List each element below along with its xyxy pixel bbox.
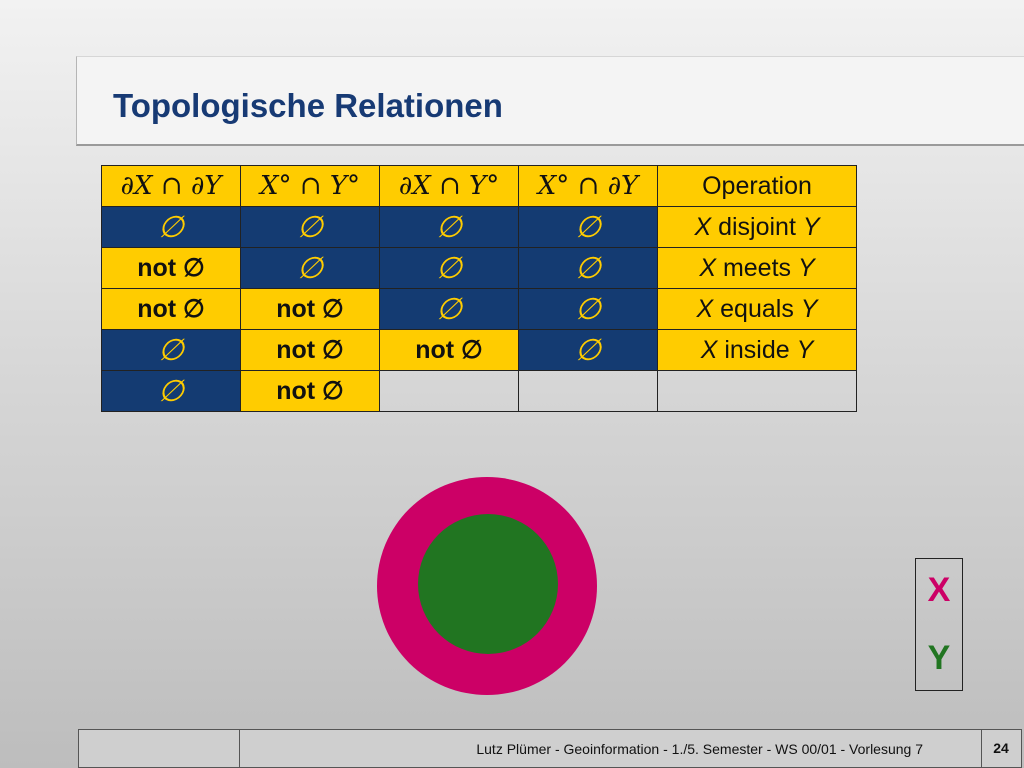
cell-empty: ∅ — [518, 206, 658, 248]
cell-empty: ∅ — [240, 247, 380, 289]
legend-y-label: Y — [927, 639, 951, 677]
operation-inside: X inside Y — [657, 329, 857, 371]
operation-meets: X meets Y — [657, 247, 857, 289]
header-operation: Operation — [657, 165, 857, 207]
title-box: Topologische Relationen — [76, 56, 1024, 146]
cell-empty: ∅ — [240, 206, 380, 248]
table-row: ∅ ∅ ∅ ∅ X disjoint Y — [101, 206, 857, 248]
cell-empty: ∅ — [101, 370, 241, 412]
cell-empty: ∅ — [101, 329, 241, 371]
table-row: not ∅ ∅ ∅ ∅ X meets Y — [101, 247, 857, 289]
table-row: not ∅ not ∅ ∅ ∅ X equals Y — [101, 288, 857, 330]
cell-empty: ∅ — [518, 329, 658, 371]
cell-empty: ∅ — [101, 206, 241, 248]
cell-blank — [379, 370, 519, 412]
header-boundary-interior: ∂X ∩ Y° — [379, 165, 519, 207]
cell-not-empty: not ∅ — [379, 329, 519, 371]
cell-not-empty: not ∅ — [240, 288, 380, 330]
header-boundary-boundary: ∂X ∩ ∂Y — [101, 165, 241, 207]
table-row: ∅ not ∅ not ∅ ∅ X inside Y — [101, 329, 857, 371]
cell-blank — [518, 370, 658, 412]
cell-not-empty: not ∅ — [101, 288, 241, 330]
footer-left-cell — [79, 730, 240, 767]
table-row: ∅ not ∅ — [101, 370, 857, 412]
page-title: Topologische Relationen — [113, 87, 503, 124]
header-interior-boundary: X° ∩ ∂Y — [518, 165, 658, 207]
legend: X Y — [915, 558, 963, 691]
cell-empty: ∅ — [379, 288, 519, 330]
cell-not-empty: not ∅ — [101, 247, 241, 289]
cell-empty: ∅ — [379, 206, 519, 248]
operation-equals: X equals Y — [657, 288, 857, 330]
cell-not-empty: not ∅ — [240, 370, 380, 412]
cell-empty: ∅ — [518, 247, 658, 289]
table-header-row: ∂X ∩ ∂Y X° ∩ Y° ∂X ∩ Y° X° ∩ ∂Y Operatio… — [101, 165, 857, 207]
footer-text: Lutz Plümer - Geoinformation - 1./5. Sem… — [476, 741, 923, 757]
cell-blank — [657, 370, 857, 412]
page-number: 24 — [993, 740, 1009, 756]
footer-center-cell: Lutz Plümer - Geoinformation - 1./5. Sem… — [239, 730, 982, 767]
header-interior-interior: X° ∩ Y° — [240, 165, 380, 207]
relations-table: ∂X ∩ ∂Y X° ∩ Y° ∂X ∩ Y° X° ∩ ∂Y Operatio… — [101, 165, 857, 412]
cell-empty: ∅ — [518, 288, 658, 330]
cell-empty: ∅ — [379, 247, 519, 289]
operation-disjoint: X disjoint Y — [657, 206, 857, 248]
region-x-circle — [418, 514, 558, 654]
cell-not-empty: not ∅ — [240, 329, 380, 371]
footer: Lutz Plümer - Geoinformation - 1./5. Sem… — [78, 729, 1022, 768]
legend-x-label: X — [927, 571, 951, 609]
